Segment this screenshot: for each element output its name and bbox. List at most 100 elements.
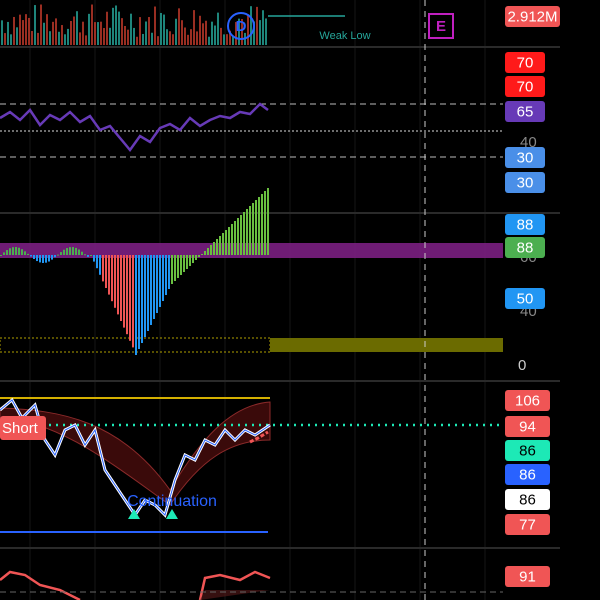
histogram-bar bbox=[255, 200, 257, 255]
volume-bar bbox=[133, 27, 135, 45]
histogram-bar bbox=[84, 254, 86, 256]
badge-label: 77 bbox=[519, 516, 536, 533]
volume-bar bbox=[226, 34, 228, 45]
volume-bar bbox=[16, 27, 18, 45]
histogram-bar bbox=[267, 188, 269, 255]
zone-band bbox=[0, 243, 503, 258]
badge-label: 106 bbox=[515, 392, 540, 409]
marker-e-box bbox=[428, 13, 454, 39]
histogram-bar bbox=[129, 255, 131, 341]
histogram-bar bbox=[111, 255, 113, 302]
volume-bar bbox=[10, 34, 12, 45]
histogram-bar bbox=[15, 247, 17, 255]
volume-bar bbox=[13, 16, 15, 45]
volume-bar bbox=[130, 13, 132, 46]
badge-bg bbox=[505, 514, 550, 535]
oscillator-tail bbox=[249, 430, 269, 444]
volume-bar bbox=[55, 18, 57, 45]
continuation-label: Continuation bbox=[127, 493, 217, 510]
marker-e: E bbox=[436, 18, 446, 35]
histogram-bar bbox=[186, 255, 188, 269]
volume-bar bbox=[157, 36, 159, 45]
histogram-bar bbox=[168, 255, 170, 289]
histogram-bar bbox=[99, 255, 101, 275]
volume-bar bbox=[199, 15, 201, 45]
histogram-bar bbox=[150, 255, 152, 325]
badge-label: 86 bbox=[519, 466, 536, 483]
histogram-bar bbox=[156, 255, 158, 313]
badge-label: 65 bbox=[517, 103, 534, 120]
histogram-bar bbox=[105, 255, 107, 288]
volume-bar bbox=[247, 14, 249, 45]
volume-bar bbox=[76, 11, 78, 45]
volume-bar bbox=[19, 14, 21, 45]
badge-bg bbox=[505, 52, 545, 73]
volume-bar bbox=[112, 7, 114, 46]
volume-bar bbox=[67, 28, 69, 45]
volume-bar bbox=[97, 22, 99, 45]
histogram-bar bbox=[6, 250, 8, 255]
histogram-bar bbox=[57, 254, 59, 256]
histogram-bar bbox=[3, 252, 5, 255]
volume-bar bbox=[151, 32, 153, 45]
volume-bar bbox=[163, 14, 165, 45]
volume-bar bbox=[121, 18, 123, 45]
volume-bar bbox=[25, 14, 27, 45]
volume-bar bbox=[148, 17, 150, 45]
badge-label: 30 bbox=[517, 174, 534, 191]
histogram-bar bbox=[180, 255, 182, 275]
histogram-bar bbox=[75, 247, 77, 255]
volume-bar bbox=[265, 18, 267, 45]
volume-bar bbox=[169, 31, 171, 45]
histogram-bar bbox=[126, 255, 128, 335]
volume-bar bbox=[70, 20, 72, 45]
volume-bar bbox=[43, 22, 45, 45]
histogram-bar bbox=[207, 248, 209, 255]
histogram bbox=[0, 188, 269, 355]
histogram-bar bbox=[51, 255, 53, 260]
histogram-bar bbox=[108, 255, 110, 295]
badge-label: 30 bbox=[517, 149, 534, 166]
histogram-bar bbox=[60, 252, 62, 255]
volume-bar bbox=[193, 10, 195, 45]
volume-bar bbox=[223, 34, 225, 45]
histogram-bar bbox=[231, 224, 233, 255]
badge-label: 88 bbox=[517, 239, 534, 256]
volume-bar bbox=[46, 14, 48, 46]
histogram-bar bbox=[30, 255, 32, 257]
axis-label: 40 bbox=[520, 134, 537, 151]
volume-bar bbox=[94, 22, 96, 45]
histogram-bar bbox=[36, 255, 38, 262]
volume-bar bbox=[214, 25, 216, 45]
volume-bar bbox=[145, 21, 147, 45]
histogram-bar bbox=[198, 255, 200, 257]
marker-d-ring bbox=[227, 12, 255, 40]
badge-label: 70 bbox=[517, 78, 534, 95]
volume-bar bbox=[100, 21, 102, 45]
signal-triangle bbox=[128, 509, 140, 519]
histogram-bar bbox=[21, 249, 23, 255]
histogram-bar bbox=[66, 248, 68, 255]
volume-bar bbox=[238, 18, 240, 45]
histogram-bar bbox=[234, 221, 236, 255]
histogram-bar bbox=[195, 255, 197, 260]
histogram-bar bbox=[72, 247, 74, 255]
volume-bar bbox=[52, 21, 54, 45]
volume-bar bbox=[31, 31, 33, 45]
histogram-bar bbox=[153, 255, 155, 319]
volume-bar bbox=[82, 21, 84, 45]
histogram-bar bbox=[192, 255, 194, 263]
volume-bar bbox=[109, 27, 111, 45]
volume-bars bbox=[1, 4, 267, 46]
histogram-bar bbox=[54, 255, 56, 258]
badge-label: 86 bbox=[519, 491, 536, 508]
badge-bg bbox=[505, 464, 550, 485]
histogram-bar bbox=[177, 255, 179, 278]
histogram-bar bbox=[147, 255, 149, 331]
volume-bar bbox=[184, 27, 186, 45]
badge-label: 88 bbox=[517, 216, 534, 233]
volume-bar bbox=[73, 16, 75, 45]
